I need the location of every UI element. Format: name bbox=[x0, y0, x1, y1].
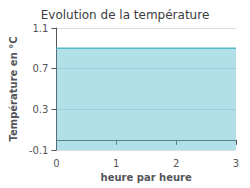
svg-text:2: 2 bbox=[173, 158, 179, 169]
svg-text:0: 0 bbox=[53, 158, 59, 169]
svg-text:0.7: 0.7 bbox=[33, 63, 49, 74]
svg-text:Température en °C: Température en °C bbox=[8, 36, 19, 141]
svg-text:-0.1: -0.1 bbox=[29, 145, 49, 156]
svg-text:heure par heure: heure par heure bbox=[101, 172, 192, 183]
svg-text:1.1: 1.1 bbox=[33, 23, 49, 34]
svg-text:1: 1 bbox=[113, 158, 119, 169]
svg-text:0.3: 0.3 bbox=[33, 104, 49, 115]
svg-text:Evolution de la température: Evolution de la température bbox=[41, 8, 210, 22]
svg-text:3: 3 bbox=[233, 158, 239, 169]
